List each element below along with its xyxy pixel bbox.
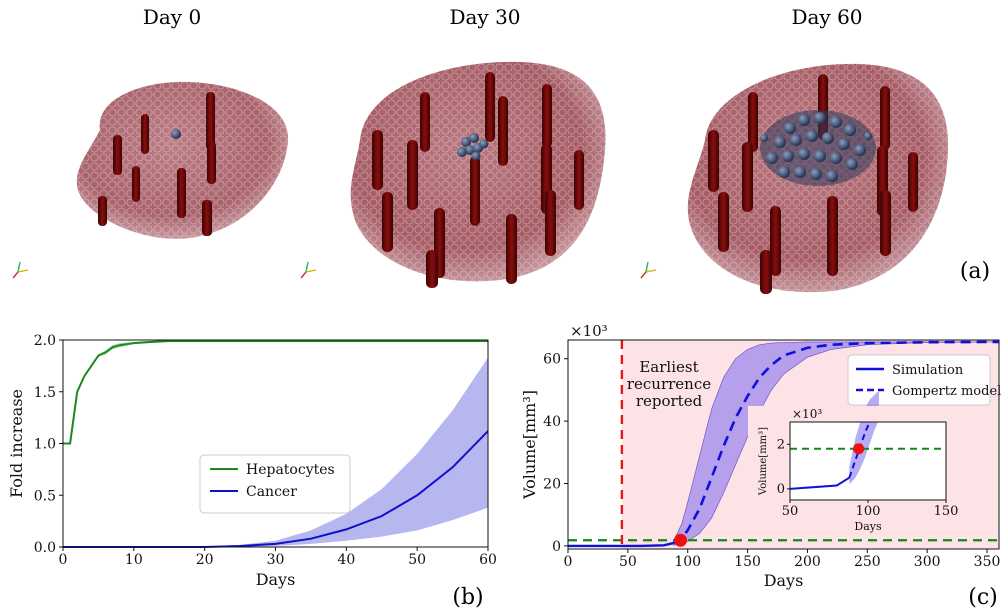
- band-hepatocytes: [63, 340, 488, 444]
- legend-label-cancer: Cancer: [246, 484, 297, 500]
- series-line-hepatocytes: [63, 340, 488, 445]
- legend: Simulation Gompertz model: [847, 354, 1001, 406]
- panel-b-label: (b): [452, 585, 483, 610]
- panel-b-chart: 0 10 20 30 40 50 60 0.0 0.5 1.0 1.5 2.0 Days Fold inc…: [7, 333, 497, 589]
- x-tick-label: 50: [619, 554, 637, 570]
- x-axis-label: Days: [764, 571, 804, 590]
- inset-y-axis-label: Volume[mm³]: [758, 427, 769, 496]
- inset-x-tick-label: 100: [856, 504, 881, 519]
- legend-label-simulation: Simulation: [892, 363, 964, 378]
- panel-c-label: (c): [968, 585, 998, 610]
- annotation-line: Earliest: [639, 358, 698, 376]
- series-line-gompertz: [672, 340, 1000, 545]
- panel-a-title-day30: Day 30: [449, 5, 520, 29]
- cancer-cells-day60: [760, 110, 876, 186]
- y-tick-label: 0.5: [34, 488, 56, 504]
- inset-x-tick-label: 150: [934, 504, 959, 519]
- tissue-day60: [687, 63, 949, 294]
- y-tick-label: 2.0: [34, 333, 56, 349]
- inset-y-tick-label: 0: [777, 482, 785, 497]
- x-tick-label: 150: [734, 554, 761, 570]
- plot-frame: [567, 339, 1000, 550]
- y-tick-label: 0: [552, 539, 561, 555]
- x-axis-label: Days: [256, 570, 296, 589]
- x-tick-label: 350: [974, 554, 1001, 570]
- y-tick-label: 1.5: [34, 385, 56, 401]
- cancer-cells-day0: [171, 129, 181, 139]
- y-tick-label: 1.0: [34, 437, 56, 453]
- inset-series-simulation: [789, 476, 850, 490]
- series-line-simulation: [568, 541, 674, 548]
- x-tick-label: 300: [914, 554, 941, 570]
- inset-x-tick-label: 50: [782, 504, 799, 519]
- y-multiplier-label: ×10³: [570, 322, 608, 340]
- x-tick-label: 0: [564, 554, 573, 570]
- x-tick-label: 30: [267, 552, 285, 568]
- x-tick-label: 100: [674, 554, 701, 570]
- recurrence-marker: [674, 533, 688, 547]
- vessels-day0: [98, 92, 216, 236]
- annotation-line: reported: [636, 392, 703, 410]
- vessels-day30: [372, 72, 584, 288]
- tissue-day0: [76, 81, 289, 239]
- x-tick-label: 60: [479, 552, 497, 568]
- inset-chart: 50 100 150 0 2 ×10³ Days Volume[mm³]: [748, 390, 959, 533]
- x-tick-label: 20: [196, 552, 214, 568]
- panel-a-title-day60: Day 60: [791, 5, 862, 29]
- x-tick-label: 0: [59, 552, 68, 568]
- y-tick-label: 0.0: [34, 540, 56, 556]
- x-tick-label: 250: [854, 554, 881, 570]
- band-cancer: [63, 357, 488, 547]
- panel-a-label: (a): [960, 259, 990, 284]
- y-axis-label: Fold increase: [7, 389, 26, 498]
- annotation-line: recurrence: [627, 375, 711, 393]
- tissue-day30: [350, 61, 606, 288]
- legend-label-gompertz-model: Gompertz model: [892, 384, 1001, 399]
- y-tick-label: 40: [543, 414, 561, 430]
- x-tick-label: 40: [337, 552, 355, 568]
- legend-label-hepatocytes: Hepatocytes: [246, 462, 335, 478]
- cancer-cells-day30: [457, 133, 489, 161]
- inset-y-tick-label: 2: [777, 437, 785, 452]
- orientation-axes-icon: [12, 261, 657, 279]
- inset-y-multiplier-label: ×10³: [792, 407, 822, 421]
- legend-box: [847, 354, 991, 406]
- x-tick-label: 50: [408, 552, 426, 568]
- inset-recurrence-marker: [853, 443, 865, 455]
- legend: Hepatocytes Cancer: [199, 454, 351, 514]
- inset-top-mask: [789, 406, 947, 422]
- inset-x-axis-label: Days: [854, 520, 882, 533]
- y-tick-label: 20: [543, 476, 561, 492]
- x-tick-label: 10: [125, 552, 143, 568]
- panel-a-title-day0: Day 0: [143, 5, 201, 29]
- y-tick-label: 60: [543, 352, 561, 368]
- x-tick-label: 200: [794, 554, 821, 570]
- panel-a: Day 0 Day 30 Day 60: [12, 5, 990, 294]
- y-axis-label: Volume[mm³]: [520, 390, 539, 500]
